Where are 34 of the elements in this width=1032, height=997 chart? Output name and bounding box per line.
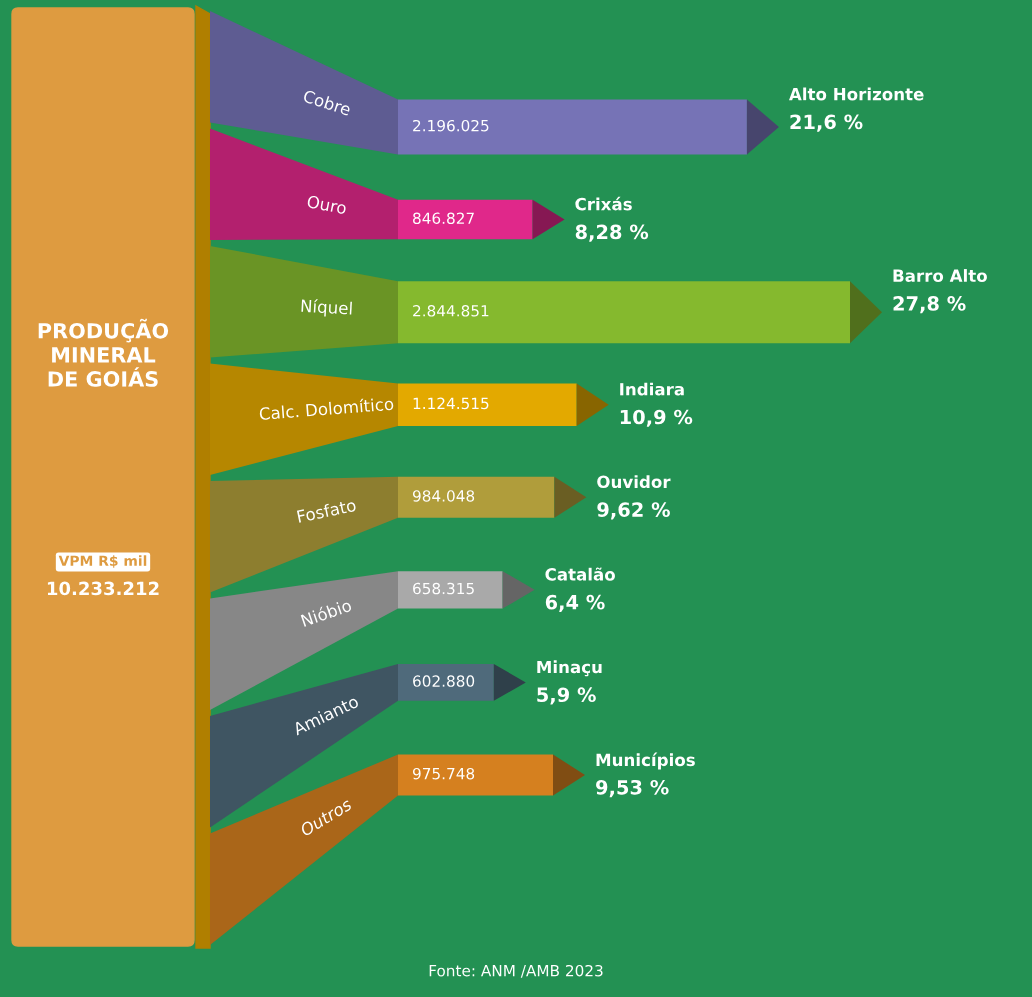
text: VPM R$ mil xyxy=(58,555,147,568)
text: Catalão xyxy=(545,567,615,581)
data-label: 10,9 % xyxy=(620,409,693,427)
data-label: 846.827 xyxy=(413,212,474,224)
data-label: 9,62 % xyxy=(597,502,670,520)
data-label: 21,6 % xyxy=(790,114,863,132)
text: Indiara xyxy=(620,382,684,396)
data-label: 6,4 % xyxy=(545,594,605,612)
category-label: Calc. Dolomítico xyxy=(259,396,394,421)
data-label: 27,8 % xyxy=(893,296,966,314)
data-label: 658.315 xyxy=(413,582,474,595)
text: Alto Horizonte xyxy=(788,87,924,101)
data-label: 8,28 % xyxy=(575,224,649,242)
text: PRODUÇÃO MINERAL DE GOIÁS xyxy=(38,318,169,387)
category-label: Cobre xyxy=(302,89,352,116)
text: Ouvidor xyxy=(597,475,671,489)
category-label: Ouro xyxy=(306,194,347,215)
data-label: 2.844.851 xyxy=(413,305,489,317)
data-label: 602.880 xyxy=(413,675,475,687)
text: Minaçu xyxy=(537,660,602,677)
data-label: 2.196.025 xyxy=(413,119,489,132)
data-label: 975.748 xyxy=(412,767,475,780)
category-label: Fosfato xyxy=(296,498,357,523)
text: Crixás xyxy=(575,196,632,211)
category-label: Níquel xyxy=(301,298,352,318)
data-label: 1.124.515 xyxy=(413,397,489,410)
text: 10.233.212 xyxy=(47,581,159,596)
text: Municípios xyxy=(596,752,695,770)
data-label: 5,9 % xyxy=(537,687,596,705)
data-label: 984.048 xyxy=(412,490,475,502)
source-note: Fonte: ANM /AMB 2023 xyxy=(429,964,603,978)
data-label: 9,53 % xyxy=(596,779,669,798)
text: Barro Alto xyxy=(893,269,987,282)
category-label: Nióbio xyxy=(300,597,353,627)
